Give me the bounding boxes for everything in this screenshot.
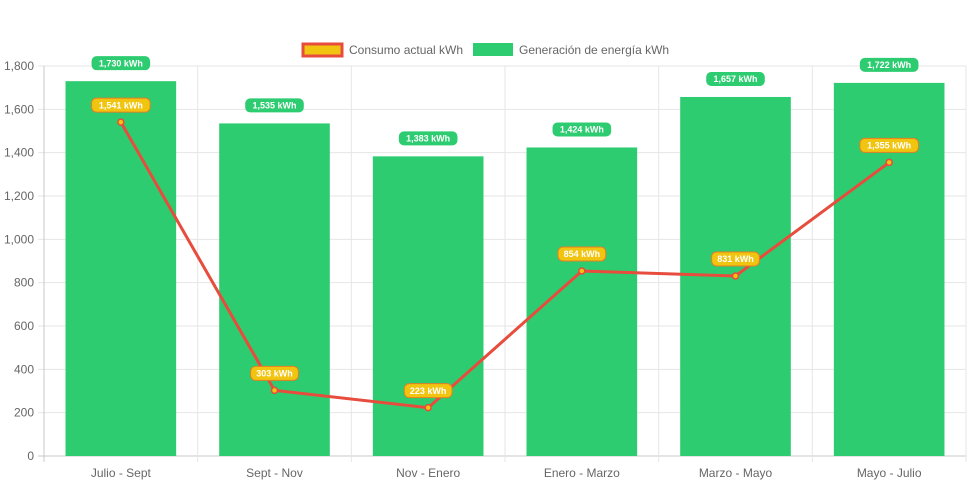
data-label-consumo-bg [91,97,151,113]
y-tick-label: 600 [14,319,34,333]
data-label-consumo: 854 kWh [564,249,601,259]
data-label-consumo-bg [403,383,453,399]
bar-layer [65,81,945,457]
x-tick-label: Sept - Nov [246,466,303,480]
data-label-consumo: 303 kWh [256,369,293,379]
y-tick-label: 1,800 [4,59,34,73]
data-label-consumo-bg [711,251,760,267]
data-label-consumo: 1,541 kWh [99,100,143,110]
point-consumo[interactable] [731,272,740,280]
line-consumo [119,121,891,410]
data-label-generacion-bg [706,71,765,86]
data-label-generacion-bg [859,57,919,72]
legend[interactable]: Consumo actual kWh Generación de energía … [301,42,669,58]
data-label-generacion: 1,535 kWh [252,101,296,111]
data-label-generacion: 1,383 kWh [406,134,450,144]
y-tick-label: 1,000 [4,232,34,246]
data-label-consumo: 831 kWh [717,254,754,264]
bar-generacion[interactable] [219,123,330,457]
data-label-generacion-bg [398,131,458,146]
point-consumo[interactable] [885,158,893,167]
y-tick-label: 200 [14,406,34,420]
bar-generacion[interactable] [65,81,177,457]
y-tick-label: 0 [27,449,34,463]
grid-layer: 0 200 400 600 800 1,000 1,200 1,400 1,600 1,800 Ju… [4,59,967,480]
x-tick-label: Mayo - Julio [857,466,922,480]
data-label-generacion: 1,657 kWh [713,74,757,84]
point-consumo[interactable] [578,267,586,275]
point-consumo[interactable] [117,118,125,126]
x-tick-label: Julio - Sept [91,466,152,480]
point-consumo[interactable] [424,403,432,412]
bar-generacion[interactable] [526,147,638,456]
data-label-consumo-bg [557,246,607,262]
data-label-generacion-bg [552,122,612,137]
data-label-consumo: 1,355 kWh [867,141,911,151]
x-tick-label: Nov - Enero [396,466,460,480]
data-label-generacion: 1,424 kWh [560,125,604,135]
legend-swatch-generacion [473,43,513,56]
data-label-generacion: 1,730 kWh [99,58,143,68]
label-layer: 1,730 kWh 1,535 kWh 1,383 kWh 1,424 kWh 1,65… [91,56,919,399]
y-tick-label: 800 [14,276,34,290]
point-consumo[interactable] [270,386,279,395]
legend-item-generacion[interactable]: Generación de energía kWh [473,43,669,57]
y-tick-label: 400 [14,362,34,376]
data-label-consumo-bg [859,137,919,153]
y-tick-label: 1,600 [4,102,34,116]
x-tick-label: Marzo - Mayo [699,466,773,480]
data-label-consumo: 223 kWh [410,386,447,396]
data-label-generacion-bg [245,98,304,113]
legend-item-consumo[interactable]: Consumo actual kWh [301,42,463,58]
legend-label-consumo: Consumo actual kWh [349,43,463,57]
line-layer [117,118,893,412]
legend-swatch-consumo [301,42,344,58]
data-label-generacion-bg [91,56,151,71]
data-label-generacion: 1,722 kWh [867,60,911,70]
x-tick-label: Enero - Marzo [544,466,620,480]
legend-label-generacion: Generación de energía kWh [519,43,669,57]
y-tick-label: 1,200 [4,189,34,203]
y-tick-label: 1,400 [4,146,34,160]
data-label-consumo-bg [250,365,299,381]
